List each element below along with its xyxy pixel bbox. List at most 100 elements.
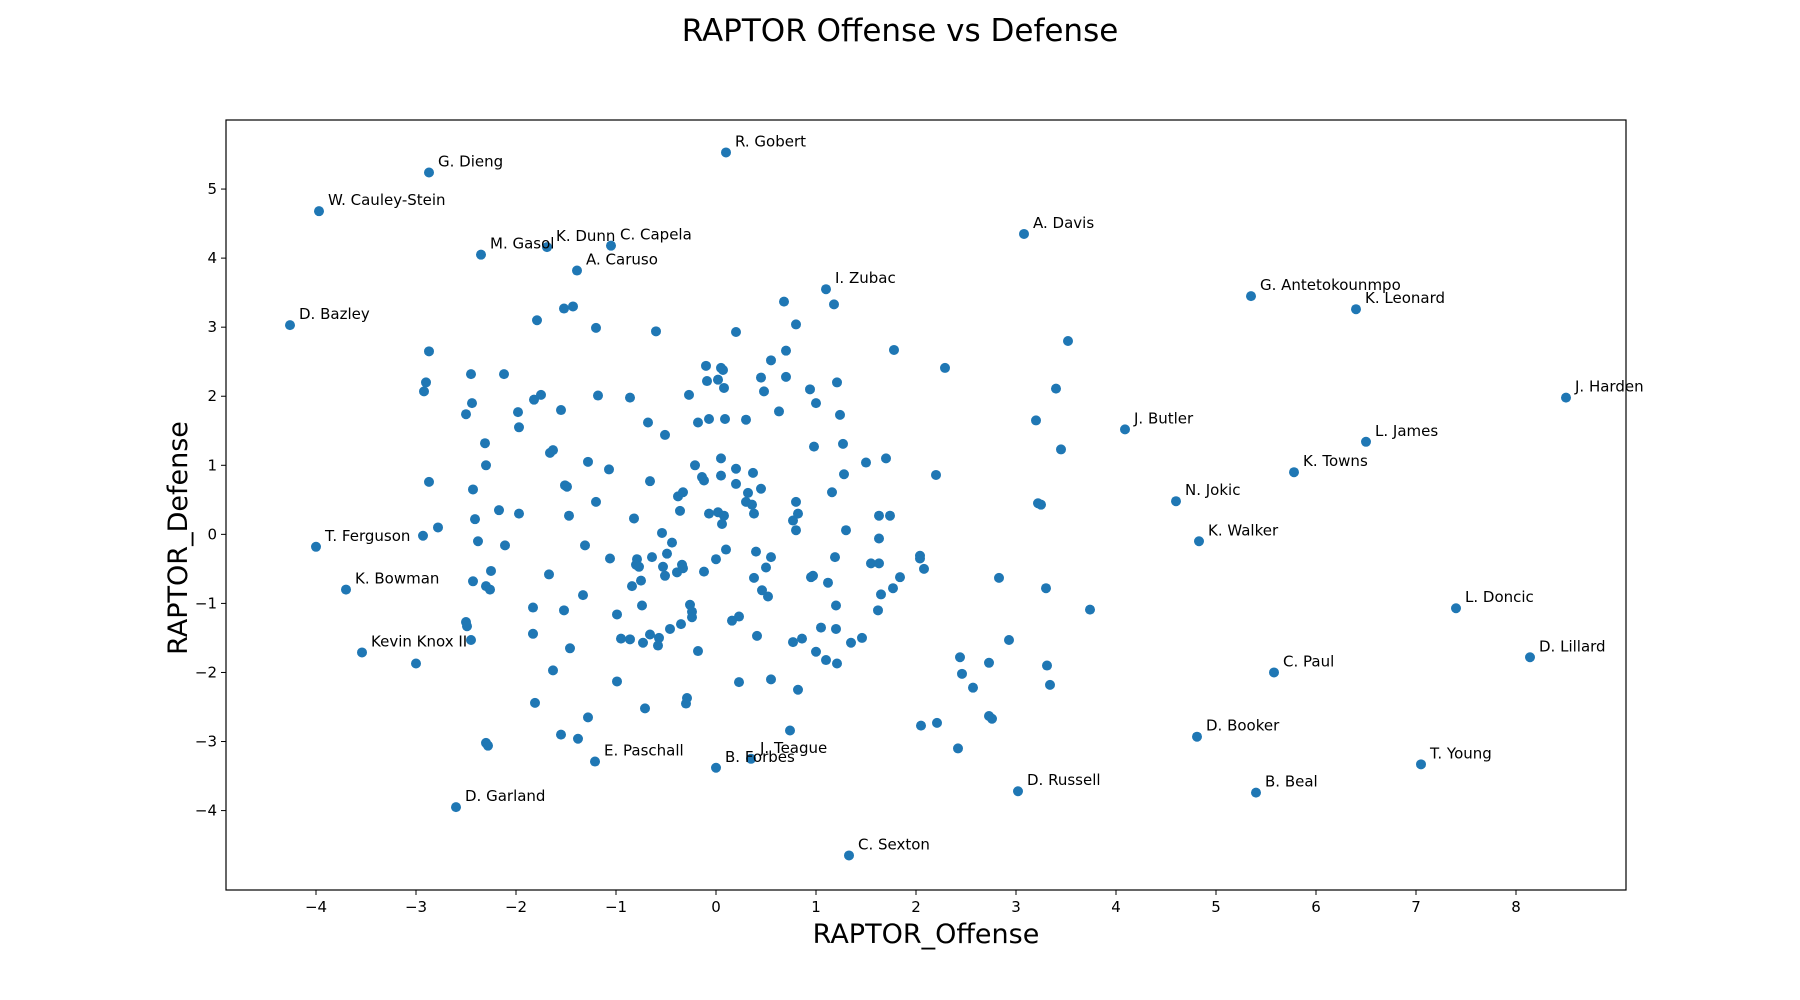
data-point: [627, 581, 637, 592]
data-point: [881, 453, 891, 464]
data-point: [654, 632, 664, 643]
data-point: [645, 629, 655, 640]
data-point: [957, 668, 967, 679]
data-point: [1045, 679, 1055, 690]
data-point: [756, 372, 766, 383]
data-point: [788, 637, 798, 648]
data-point: [734, 677, 744, 688]
data-point: [793, 508, 803, 519]
data-point: [785, 725, 795, 736]
point-label: J. Butler: [1133, 409, 1194, 427]
point-label: K. Dunn: [556, 227, 615, 245]
data-point: [916, 720, 926, 731]
data-point: [791, 496, 801, 507]
data-point: [573, 733, 583, 744]
labeled-data-point: [314, 206, 324, 217]
labeled-data-point: [821, 284, 831, 295]
labeled-data-point: [844, 850, 854, 861]
data-point: [716, 453, 726, 464]
point-label: D. Russell: [1027, 771, 1101, 789]
data-point: [716, 470, 726, 481]
data-point: [657, 527, 667, 538]
x-tick-label: 3: [1011, 898, 1021, 916]
data-point: [578, 590, 588, 601]
data-point: [591, 496, 601, 507]
data-point: [651, 326, 661, 337]
labeled-data-point: [1251, 787, 1261, 798]
data-point: [861, 457, 871, 468]
data-point: [483, 740, 493, 751]
x-tick-label: 2: [911, 898, 921, 916]
data-point: [984, 657, 994, 668]
point-label: D. Garland: [465, 787, 545, 805]
point-label: L. Doncic: [1465, 588, 1534, 606]
data-point: [749, 508, 759, 519]
point-label: K. Leonard: [1365, 289, 1445, 307]
data-point: [761, 562, 771, 573]
data-point: [766, 552, 776, 563]
x-tick-label: −1: [605, 898, 627, 916]
data-point: [616, 633, 626, 644]
x-tick-label: −2: [505, 898, 527, 916]
point-label: K. Bowman: [355, 570, 439, 588]
data-point: [719, 510, 729, 521]
data-point: [751, 546, 761, 557]
data-point: [808, 570, 818, 581]
data-point: [759, 386, 769, 397]
data-point: [580, 540, 590, 551]
data-point: [874, 510, 884, 521]
data-point: [809, 441, 819, 452]
data-point: [766, 355, 776, 366]
point-label: D. Lillard: [1539, 637, 1606, 655]
data-point: [684, 389, 694, 400]
x-tick-label: 0: [711, 898, 721, 916]
data-point: [687, 612, 697, 623]
point-label: T. Ferguson: [324, 527, 410, 545]
data-point: [690, 460, 700, 471]
data-point: [994, 572, 1004, 583]
data-point: [536, 389, 546, 400]
data-point: [544, 569, 554, 580]
data-point: [421, 377, 431, 388]
point-label: B. Forbes: [725, 748, 795, 766]
labeled-data-point: [572, 265, 582, 276]
data-point: [955, 652, 965, 663]
data-point: [467, 398, 477, 409]
point-label: J. Teague: [759, 739, 827, 757]
data-point: [827, 487, 837, 498]
data-point: [821, 655, 831, 666]
data-point: [1056, 444, 1066, 455]
data-point: [830, 552, 840, 563]
data-point: [424, 476, 434, 487]
data-point: [774, 406, 784, 417]
data-point: [811, 646, 821, 657]
data-point: [874, 558, 884, 569]
y-tick-label: 5: [207, 180, 217, 198]
data-point: [704, 508, 714, 519]
data-point: [424, 346, 434, 357]
data-point: [528, 628, 538, 639]
data-point: [731, 327, 741, 338]
data-point: [682, 693, 692, 704]
data-point: [466, 369, 476, 380]
data-point: [846, 637, 856, 648]
data-point: [494, 505, 504, 516]
data-point: [466, 635, 476, 646]
labeled-data-point: [721, 147, 731, 158]
data-point: [565, 643, 575, 654]
point-label: A. Davis: [1033, 214, 1094, 232]
data-point: [968, 682, 978, 693]
data-point: [940, 362, 950, 373]
labeled-data-point: [1013, 786, 1023, 797]
data-point: [411, 658, 421, 669]
data-point: [693, 417, 703, 428]
data-point: [1041, 583, 1051, 594]
plot-area-frame: [225, 119, 1627, 891]
data-point: [559, 605, 569, 616]
data-point: [568, 301, 578, 312]
data-point: [829, 299, 839, 310]
x-axis-label: RAPTOR_Offense: [813, 919, 1040, 950]
point-label: D. Bazley: [299, 305, 370, 323]
data-point: [480, 438, 490, 449]
data-point: [419, 386, 429, 397]
